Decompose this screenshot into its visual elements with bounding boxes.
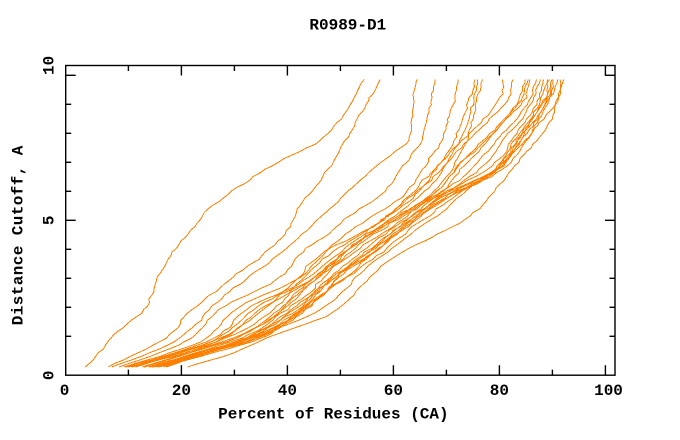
svg-text:100: 100 [594, 382, 623, 400]
svg-text:60: 60 [384, 382, 403, 400]
svg-text:0: 0 [41, 370, 59, 380]
svg-text:Percent of Residues (CA): Percent of Residues (CA) [218, 405, 448, 423]
svg-text:40: 40 [278, 382, 297, 400]
svg-text:80: 80 [490, 382, 509, 400]
svg-text:Distance Cutoff, A: Distance Cutoff, A [10, 145, 28, 325]
svg-text:5: 5 [41, 215, 59, 225]
svg-text:10: 10 [41, 56, 59, 75]
svg-text:R0989-D1: R0989-D1 [309, 17, 386, 35]
svg-text:20: 20 [172, 382, 191, 400]
svg-text:0: 0 [60, 382, 70, 400]
